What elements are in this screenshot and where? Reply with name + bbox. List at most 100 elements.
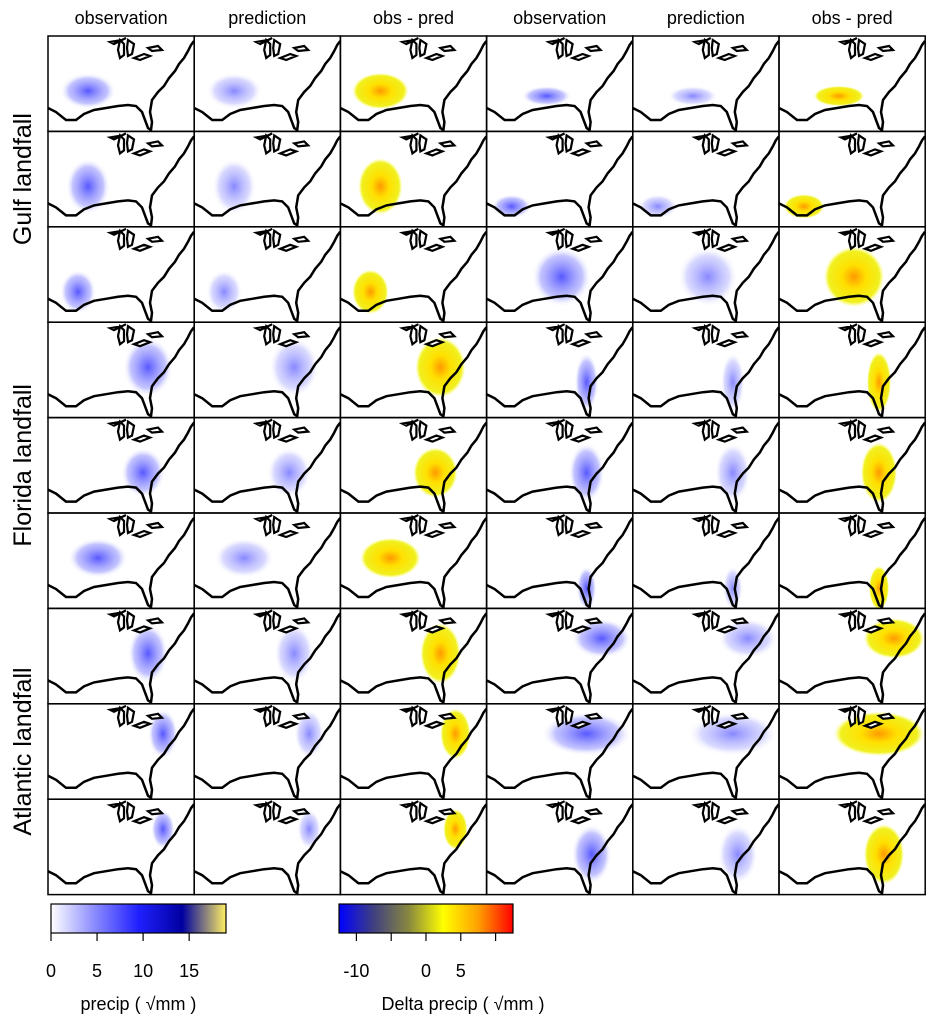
- precip-field: [297, 809, 322, 850]
- map-panel: [339, 798, 488, 896]
- map-panel: [777, 35, 927, 133]
- map-panel: [485, 416, 634, 514]
- map-panel: [192, 321, 342, 419]
- colorbar-tick-label: 10: [133, 961, 153, 981]
- precip-field: [68, 538, 128, 578]
- precip-field: [687, 711, 778, 756]
- precip-field: [352, 269, 389, 314]
- precip-field: [212, 158, 257, 215]
- coastline: [777, 36, 927, 132]
- precip-field: [151, 809, 175, 850]
- precip-field: [541, 711, 632, 756]
- precip-field: [148, 708, 178, 759]
- map-panel: [192, 130, 342, 228]
- precip-field: [834, 711, 924, 756]
- map-panel: [485, 226, 634, 323]
- coastline: [777, 322, 927, 418]
- coastline: [485, 322, 634, 418]
- precip-field: [123, 337, 173, 398]
- map-panel: [631, 703, 781, 800]
- precip-field: [413, 447, 458, 498]
- precip-field: [824, 246, 884, 307]
- map-panel: [485, 703, 634, 800]
- coastline: [46, 799, 196, 895]
- map-panel: [46, 321, 196, 419]
- coastline: [485, 513, 634, 609]
- colorbar-tick-label: 5: [456, 961, 466, 981]
- column-title: prediction: [667, 8, 745, 28]
- map-panel: [46, 798, 196, 896]
- precip-field: [352, 73, 409, 109]
- map-panel: [339, 607, 488, 705]
- map-panel: [46, 512, 196, 610]
- precip-field: [717, 618, 778, 659]
- colorbar-label: Delta precip ( √mm ): [382, 994, 545, 1014]
- precip-field: [206, 269, 243, 314]
- precip-field: [60, 73, 116, 109]
- precip-field: [128, 623, 168, 684]
- precip-field: [667, 86, 718, 106]
- precip-field: [66, 158, 110, 215]
- precip-field: [269, 337, 320, 398]
- map-panel: [339, 130, 488, 228]
- map-panel: [777, 416, 927, 514]
- row-group-label: Atlantic landfall: [9, 667, 37, 835]
- coastline: [339, 418, 488, 513]
- coastline: [777, 418, 927, 513]
- coastline: [631, 36, 781, 132]
- precip-field: [568, 442, 605, 503]
- map-panel: [777, 607, 927, 705]
- map-panel: [777, 512, 927, 610]
- coastline: [777, 513, 927, 609]
- colorbar-tick-label: 0: [46, 961, 56, 981]
- map-panel: [485, 130, 634, 228]
- map-panel: [631, 321, 781, 419]
- coastline: [46, 418, 196, 513]
- map-panel: [485, 512, 634, 610]
- map-panel: [777, 130, 927, 228]
- colorbar-tick-label: 5: [92, 961, 102, 981]
- precip-field: [274, 623, 315, 684]
- map-panel: [46, 607, 196, 705]
- map-panel: [631, 130, 781, 228]
- precip-field: [717, 824, 758, 885]
- column-title: observation: [75, 8, 168, 28]
- map-panel: [46, 35, 196, 133]
- row-group-label: Gulf landfall: [9, 113, 37, 245]
- map-panel: [46, 703, 196, 800]
- map-panel: [192, 416, 342, 514]
- map-panel: [631, 798, 781, 896]
- precip-field: [521, 86, 572, 106]
- map-panel: [339, 321, 488, 419]
- colorbar-tick-label: -10: [343, 961, 369, 981]
- precip-field: [864, 618, 924, 659]
- precip-field: [677, 246, 738, 307]
- precip-field: [864, 824, 904, 885]
- colorbar: [338, 903, 514, 934]
- precip-field: [571, 618, 632, 659]
- map-panel: [485, 607, 634, 705]
- map-panel: [46, 130, 196, 228]
- map-panel: [339, 35, 488, 133]
- coastline: [339, 609, 488, 704]
- precip-field: [443, 809, 468, 850]
- precip-field: [60, 269, 96, 314]
- column-title: prediction: [228, 8, 306, 28]
- precip-field: [814, 86, 864, 106]
- precip-field: [714, 442, 751, 503]
- map-panel: [339, 512, 488, 610]
- map-panel: [192, 607, 342, 705]
- colorbar-tick-label: 0: [421, 961, 431, 981]
- precip-field: [571, 824, 612, 885]
- coastline: [485, 418, 634, 513]
- coastline: [192, 609, 342, 704]
- map-panel: [631, 416, 781, 514]
- precip-field: [420, 623, 461, 684]
- precip-field: [440, 708, 471, 759]
- coastline: [339, 799, 488, 895]
- map-panel: [339, 703, 488, 800]
- precip-field: [206, 73, 263, 109]
- coastline: [631, 513, 781, 609]
- row-group-label: Florida landfall: [9, 384, 37, 547]
